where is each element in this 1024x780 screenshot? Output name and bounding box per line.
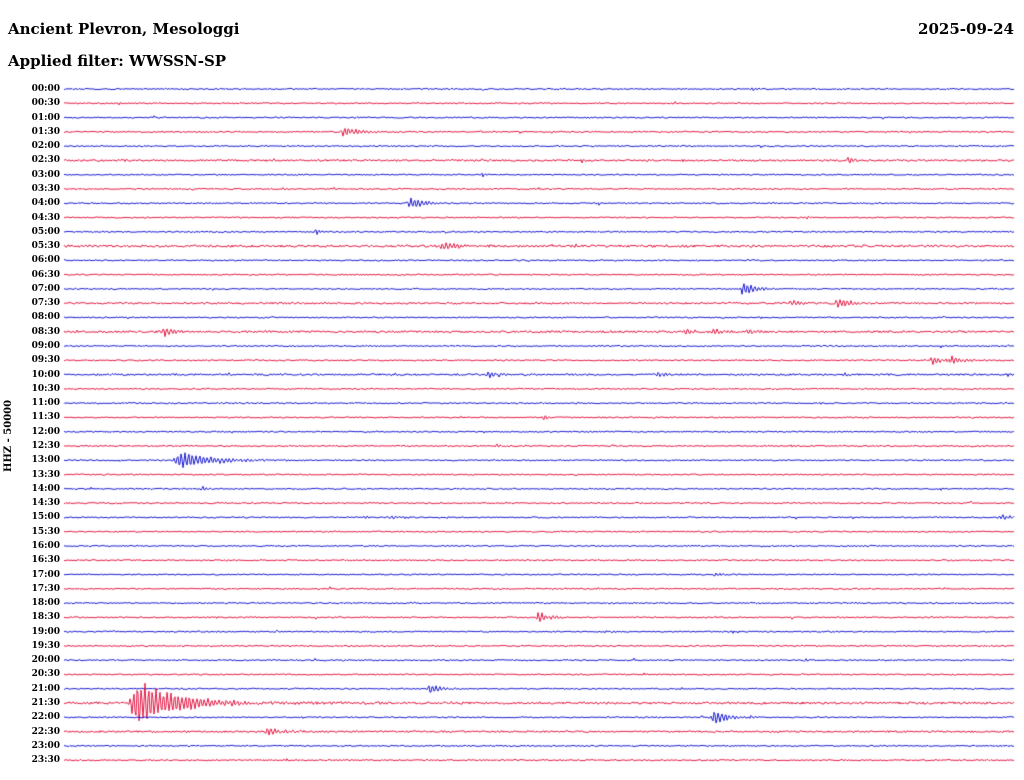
seismogram-canvas: [0, 0, 1024, 780]
helicorder-page: Ancient Plevron, Mesologgi 2025-09-24 Ap…: [0, 0, 1024, 780]
